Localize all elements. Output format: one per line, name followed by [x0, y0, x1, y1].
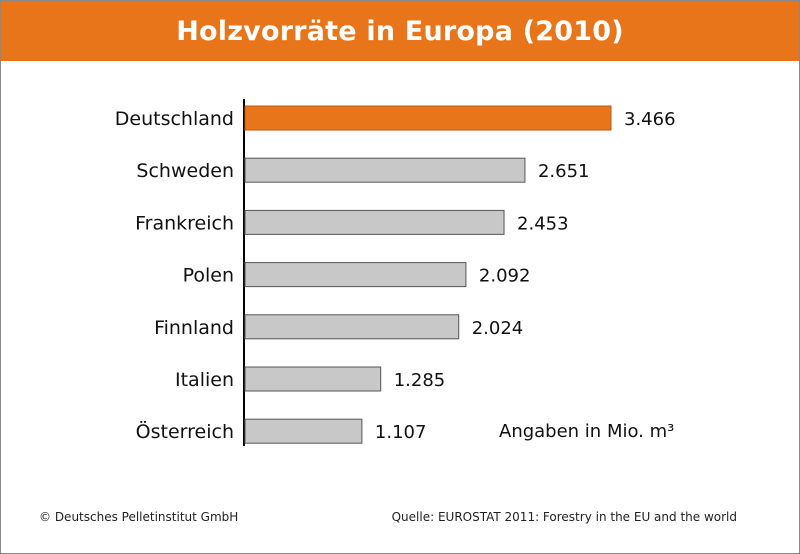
bar-schweden: [244, 157, 526, 183]
value-label: 2.453: [517, 213, 569, 234]
category-label: Schweden: [136, 160, 234, 182]
value-label: 1.285: [394, 370, 446, 391]
category-label: Polen: [183, 265, 234, 287]
bar-österreich: [244, 418, 363, 444]
value-label: 2.024: [472, 318, 524, 339]
value-label: 3.466: [624, 109, 676, 130]
title-bar: Holzvorräte in Europa (2010): [1, 1, 799, 61]
value-label: 2.092: [479, 266, 531, 287]
value-label: 2.651: [538, 161, 590, 182]
category-label: Italien: [175, 369, 234, 391]
bar-frankreich: [244, 209, 505, 235]
source-text: Quelle: EUROSTAT 2011: Forestry in the E…: [391, 510, 737, 524]
unit-note: Angaben in Mio. m³: [499, 421, 675, 442]
category-label: Deutschland: [115, 108, 234, 130]
bar-deutschland: [244, 105, 612, 131]
copyright-text: © Deutsches Pelletinstitut GmbH: [39, 510, 239, 524]
bar-polen: [244, 262, 467, 288]
bar-italien: [244, 366, 382, 392]
value-label: 1.107: [375, 422, 427, 443]
category-label: Österreich: [136, 420, 234, 443]
chart-title: Holzvorräte in Europa (2010): [176, 15, 624, 47]
bar-finnland: [244, 314, 460, 340]
category-label: Finnland: [154, 317, 234, 339]
category-label: Frankreich: [135, 212, 234, 234]
